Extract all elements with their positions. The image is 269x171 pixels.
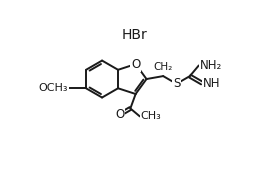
Text: NH₂: NH₂ (200, 59, 222, 72)
Text: S: S (173, 77, 180, 90)
Text: O: O (115, 108, 124, 121)
Text: O: O (131, 58, 140, 71)
Text: CH₂: CH₂ (154, 62, 173, 72)
Text: HBr: HBr (122, 28, 147, 42)
Text: CH₃: CH₃ (141, 111, 161, 121)
Text: NH: NH (203, 77, 220, 90)
Text: OCH₃: OCH₃ (39, 83, 68, 93)
